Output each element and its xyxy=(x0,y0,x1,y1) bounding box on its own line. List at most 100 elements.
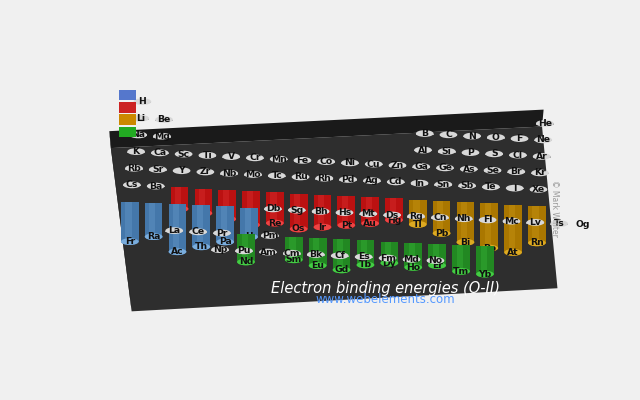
Polygon shape xyxy=(189,232,207,233)
Ellipse shape xyxy=(485,150,503,157)
Ellipse shape xyxy=(335,209,353,216)
Ellipse shape xyxy=(147,183,164,190)
Ellipse shape xyxy=(435,181,452,188)
Ellipse shape xyxy=(404,264,422,271)
Ellipse shape xyxy=(169,248,186,255)
Ellipse shape xyxy=(428,262,446,269)
Ellipse shape xyxy=(198,152,216,159)
Ellipse shape xyxy=(195,210,212,217)
Polygon shape xyxy=(528,206,546,243)
Text: Sn: Sn xyxy=(436,180,450,189)
Polygon shape xyxy=(134,102,151,103)
Ellipse shape xyxy=(171,206,188,212)
Polygon shape xyxy=(363,181,381,182)
Polygon shape xyxy=(313,238,319,266)
Text: Cu: Cu xyxy=(367,160,381,169)
Polygon shape xyxy=(387,182,404,183)
Text: www.webelements.com: www.webelements.com xyxy=(316,292,456,306)
Ellipse shape xyxy=(308,262,326,269)
Text: Ar: Ar xyxy=(536,152,548,161)
Ellipse shape xyxy=(387,178,404,185)
Text: Cd: Cd xyxy=(389,178,403,186)
Ellipse shape xyxy=(266,220,284,226)
Polygon shape xyxy=(223,190,229,219)
Text: Kr: Kr xyxy=(534,168,546,177)
Ellipse shape xyxy=(482,184,500,190)
Polygon shape xyxy=(437,201,444,233)
Text: No: No xyxy=(428,256,442,265)
Text: Si: Si xyxy=(442,147,452,156)
Polygon shape xyxy=(197,205,203,247)
Polygon shape xyxy=(532,206,539,243)
Text: Rn: Rn xyxy=(530,238,544,247)
Text: Ac: Ac xyxy=(171,247,184,256)
Ellipse shape xyxy=(356,262,374,268)
Text: Md: Md xyxy=(404,255,419,264)
Ellipse shape xyxy=(312,208,330,215)
Polygon shape xyxy=(308,238,326,266)
Ellipse shape xyxy=(307,251,324,258)
Text: Rh: Rh xyxy=(317,174,332,183)
Bar xyxy=(118,102,136,113)
Polygon shape xyxy=(337,196,355,225)
Polygon shape xyxy=(175,154,193,156)
Ellipse shape xyxy=(193,244,210,250)
Ellipse shape xyxy=(131,115,149,122)
Ellipse shape xyxy=(240,234,258,240)
Polygon shape xyxy=(271,192,276,223)
Text: Y: Y xyxy=(179,166,185,175)
Text: Fl: Fl xyxy=(483,216,492,224)
Ellipse shape xyxy=(196,169,214,175)
Polygon shape xyxy=(317,162,335,163)
Text: Au: Au xyxy=(364,219,377,228)
Text: At: At xyxy=(508,248,519,257)
Ellipse shape xyxy=(173,167,191,174)
Ellipse shape xyxy=(409,221,427,228)
Ellipse shape xyxy=(268,172,285,179)
Ellipse shape xyxy=(149,166,166,173)
Ellipse shape xyxy=(261,232,278,239)
Text: Es: Es xyxy=(358,252,369,261)
Ellipse shape xyxy=(440,132,458,138)
Ellipse shape xyxy=(550,220,568,227)
Ellipse shape xyxy=(341,160,359,166)
Ellipse shape xyxy=(189,228,207,235)
Ellipse shape xyxy=(211,246,229,253)
Polygon shape xyxy=(481,246,487,274)
Ellipse shape xyxy=(531,170,549,176)
Text: Pb: Pb xyxy=(435,229,448,238)
Text: Ga: Ga xyxy=(414,162,428,171)
Polygon shape xyxy=(264,209,282,210)
Polygon shape xyxy=(220,173,238,174)
Polygon shape xyxy=(388,165,406,167)
Ellipse shape xyxy=(314,224,332,230)
Text: U: U xyxy=(245,232,253,242)
Text: K: K xyxy=(132,147,140,156)
Ellipse shape xyxy=(171,206,188,212)
Polygon shape xyxy=(292,177,309,178)
Polygon shape xyxy=(342,196,348,225)
Polygon shape xyxy=(407,216,425,218)
Ellipse shape xyxy=(339,176,357,183)
Ellipse shape xyxy=(155,116,173,123)
Ellipse shape xyxy=(379,255,396,262)
Text: Cs: Cs xyxy=(125,180,138,189)
Ellipse shape xyxy=(317,158,335,165)
Ellipse shape xyxy=(290,226,307,232)
Polygon shape xyxy=(509,205,515,252)
Polygon shape xyxy=(175,187,181,209)
Polygon shape xyxy=(283,253,301,255)
Text: He: He xyxy=(538,119,552,128)
Polygon shape xyxy=(379,258,396,260)
Polygon shape xyxy=(411,183,428,184)
Polygon shape xyxy=(109,131,132,311)
Ellipse shape xyxy=(244,171,262,178)
Text: I: I xyxy=(513,184,516,193)
Text: P: P xyxy=(467,148,474,157)
Ellipse shape xyxy=(153,133,171,140)
Ellipse shape xyxy=(169,248,186,255)
Ellipse shape xyxy=(218,216,236,222)
Text: Eu: Eu xyxy=(311,261,324,270)
Polygon shape xyxy=(149,170,166,171)
Polygon shape xyxy=(527,222,544,224)
